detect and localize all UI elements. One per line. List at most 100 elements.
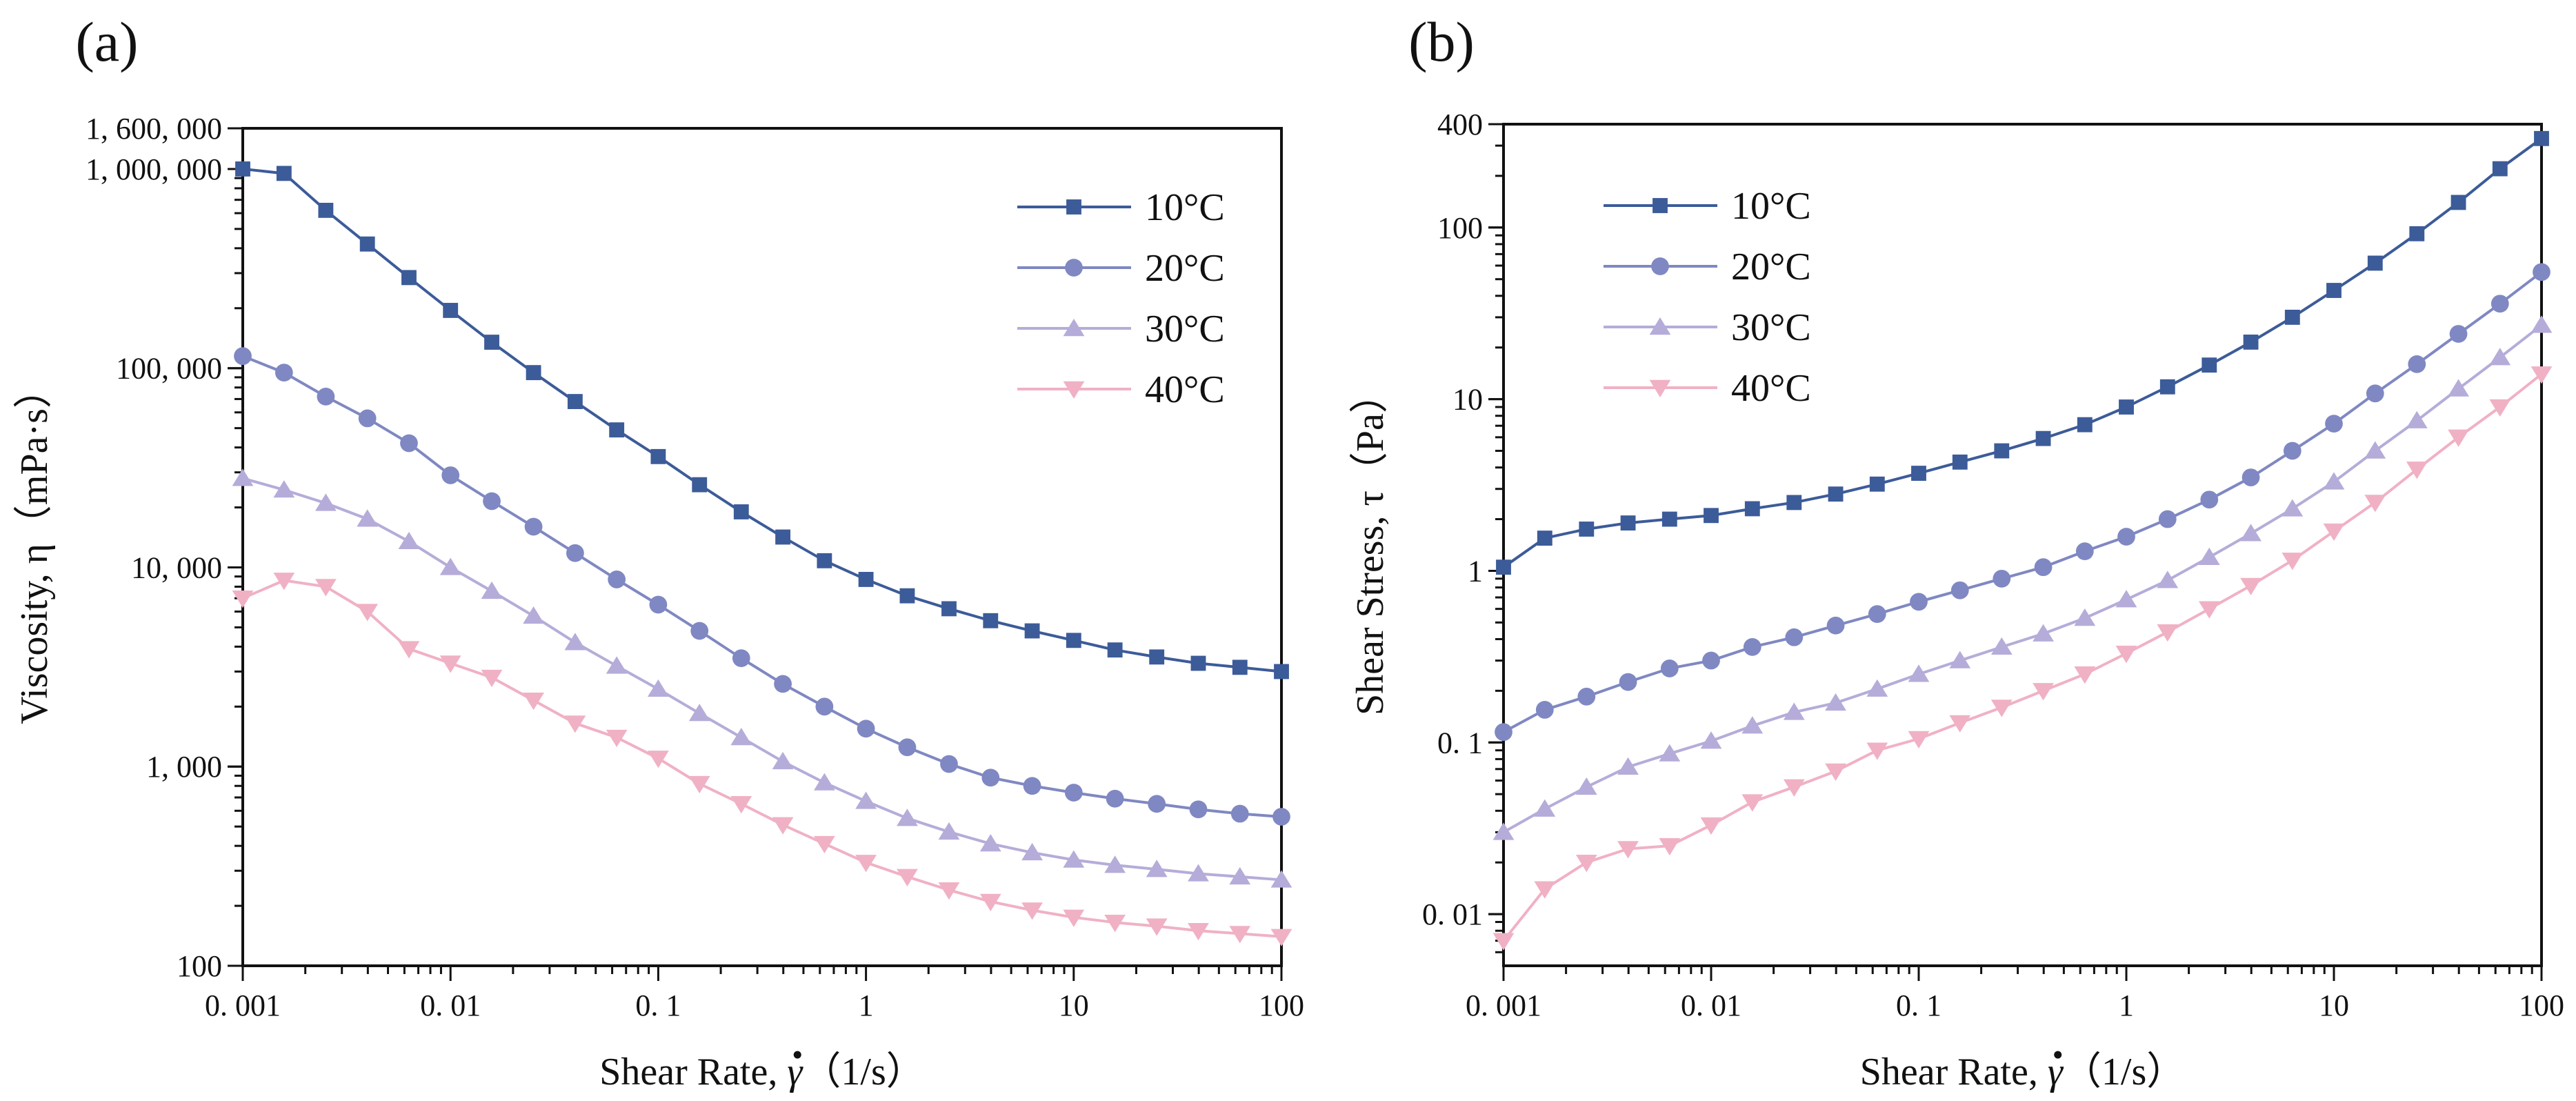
y-tick-label: 0. 01: [1422, 897, 1483, 931]
data-point: [606, 656, 628, 674]
series-10c: [1496, 130, 2549, 575]
series-line: [242, 477, 1282, 882]
data-point: [1866, 742, 1888, 760]
x-axis-title-prefix: Shear Rate,: [1860, 1051, 2048, 1093]
data-point: [2406, 410, 2428, 428]
data-point: [2492, 161, 2508, 177]
data-point: [1617, 757, 1639, 775]
data-point: [2489, 399, 2511, 417]
data-point: [813, 773, 835, 791]
x-axis-title-prefix: Shear Rate,: [599, 1051, 787, 1093]
data-point: [2198, 601, 2220, 619]
data-point: [232, 591, 254, 608]
data-point: [1274, 664, 1289, 680]
legend-label: 20°C: [1145, 247, 1225, 290]
data-point: [609, 422, 625, 438]
data-point: [1063, 850, 1085, 868]
data-point: [1492, 822, 1515, 840]
legend-label: 40°C: [1145, 368, 1225, 411]
data-point: [1149, 649, 1165, 665]
data-point: [1146, 860, 1168, 877]
data-point: [1785, 628, 1804, 646]
data-point: [523, 693, 544, 711]
data-point: [2530, 366, 2553, 384]
data-point: [2240, 577, 2262, 595]
data-point: [524, 517, 543, 536]
data-point: [1990, 637, 2013, 655]
data-point: [317, 388, 335, 406]
data-point: [1188, 922, 1209, 941]
data-point: [273, 573, 295, 591]
x-tick-label: 0. 1: [1896, 989, 1941, 1022]
data-point: [2409, 226, 2425, 241]
data-point: [398, 641, 420, 659]
data-point: [2364, 495, 2386, 513]
data-point: [1107, 642, 1123, 658]
data-point: [1189, 800, 1208, 819]
data-point: [2201, 357, 2217, 373]
x-tick-label: 10: [2319, 989, 2349, 1022]
data-point: [232, 468, 254, 486]
data-point: [938, 822, 960, 840]
data-point: [817, 553, 832, 568]
data-point: [2490, 295, 2509, 313]
legend-marker: [1653, 198, 1668, 213]
legend-marker: [1063, 319, 1085, 337]
legend-label: 30°C: [1145, 308, 1225, 350]
series-40c: [232, 573, 1292, 946]
legend-entry: 30°C: [1604, 306, 1811, 349]
data-point: [1064, 784, 1083, 802]
panel-b-shear-stress-chart: (b) 0. 001 0. 01 0. 1 1 10 100 0. 01 0. 1 1 10 100 4…: [1349, 10, 2564, 1093]
x-axis-title-suffix: （1/s）: [2063, 1051, 2185, 1093]
data-point: [2284, 309, 2300, 325]
data-point: [1620, 515, 1636, 531]
data-point: [688, 775, 710, 794]
data-point: [1495, 723, 1512, 742]
data-point: [2366, 384, 2384, 403]
data-point: [1535, 701, 1554, 719]
data-point: [523, 606, 544, 624]
data-point: [1661, 511, 1677, 527]
data-point: [2074, 608, 2096, 626]
legend-entry: 30°C: [1017, 308, 1225, 350]
x-axis-title: Shear Rate, γ（1/s）: [1860, 1051, 2186, 1093]
data-point: [1063, 909, 1085, 927]
data-point: [2448, 379, 2469, 397]
legend-entry: 40°C: [1017, 368, 1225, 411]
data-point: [1104, 914, 1126, 933]
data-point: [1190, 655, 1206, 671]
data-point: [2158, 510, 2177, 528]
data-point: [1994, 443, 2010, 459]
series-10c: [235, 161, 1289, 680]
data-point: [813, 835, 835, 854]
panel-label: (b): [1408, 10, 1475, 73]
data-point: [2243, 334, 2259, 350]
legend-entry: 10°C: [1604, 185, 1811, 228]
data-point: [1579, 522, 1595, 537]
data-point: [2117, 528, 2135, 546]
data-point: [941, 601, 957, 617]
data-point: [2534, 130, 2549, 146]
data-point: [1106, 789, 1124, 808]
data-point: [2119, 399, 2134, 415]
y-tick-label: 100, 000: [116, 352, 222, 386]
legend-label: 40°C: [1731, 367, 1811, 410]
x-tick-label: 1: [859, 989, 874, 1022]
y-tick-label: 400: [1437, 108, 1483, 141]
data-point: [2326, 283, 2342, 298]
data-point: [2033, 683, 2054, 701]
data-point: [1577, 687, 1596, 706]
data-point: [732, 649, 750, 668]
data-point: [400, 434, 418, 453]
series-30c: [232, 468, 1292, 888]
data-point: [1866, 679, 1888, 697]
data-point: [481, 669, 503, 688]
data-point: [1021, 902, 1043, 920]
data-point: [443, 303, 459, 318]
data-point: [567, 394, 583, 409]
data-point: [2283, 442, 2302, 460]
data-point: [481, 581, 503, 599]
data-point: [649, 595, 668, 614]
data-point: [730, 728, 752, 746]
